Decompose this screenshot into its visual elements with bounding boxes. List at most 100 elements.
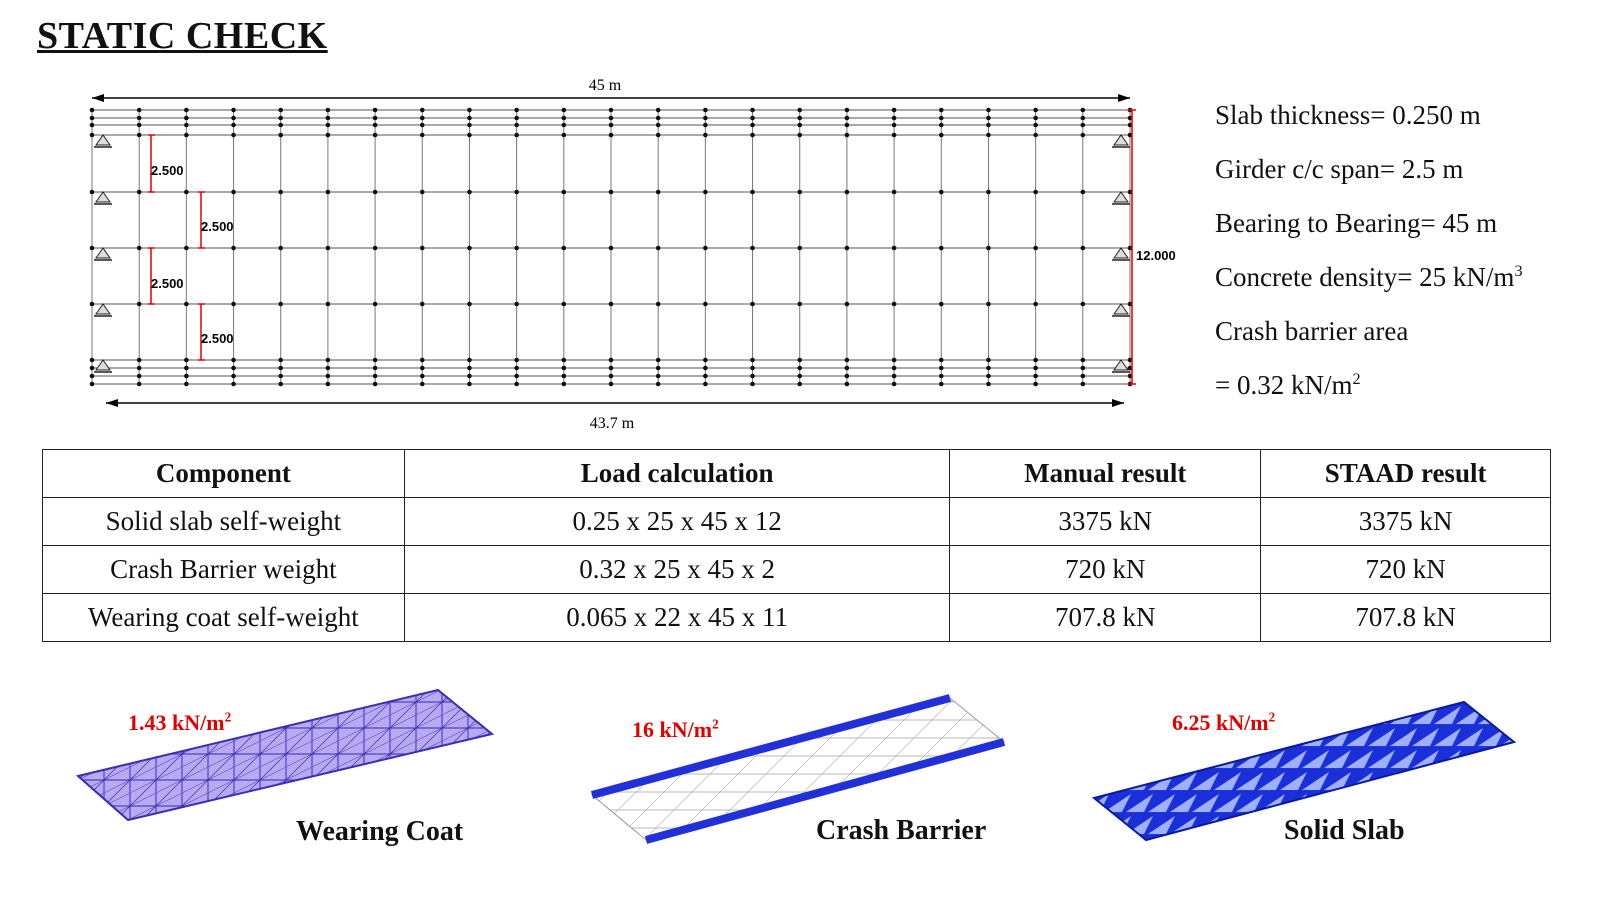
grid-node (986, 245, 991, 251)
grid-node (89, 365, 95, 371)
grid-node (703, 107, 708, 113)
grid-node (561, 132, 567, 138)
grid-node (608, 115, 614, 121)
grid-node (419, 365, 425, 371)
cell-component: Wearing coat self-weight (42, 593, 405, 642)
crash-barrier-value-sup: 2 (1352, 370, 1361, 388)
grid-node (655, 107, 661, 113)
plan-grid (89, 107, 1133, 387)
grid-node (514, 301, 519, 307)
grid-node (938, 365, 944, 371)
grid-node (184, 365, 189, 371)
grid-node (231, 381, 236, 387)
grid-node (891, 373, 897, 379)
grid-node (372, 245, 378, 251)
grid-node (1033, 115, 1038, 121)
grid-node (561, 373, 567, 379)
grid-node (938, 357, 944, 363)
grid-node (1127, 115, 1133, 121)
grid-node (797, 122, 803, 128)
grid-node (750, 365, 755, 371)
grid-node (419, 132, 425, 138)
grid-node (797, 373, 803, 379)
grid-node (561, 122, 567, 128)
table-row: Wearing coat self-weight 0.065 x 22 x 45… (42, 593, 1551, 642)
spacing-dimensions (148, 109, 1136, 385)
grid-node (1127, 122, 1133, 128)
grid-node (184, 373, 189, 379)
grid-node (561, 357, 567, 363)
grid-node (608, 301, 614, 307)
grid-node (655, 115, 661, 121)
param-slab-thickness: Slab thickness= 0.250 m (1215, 100, 1481, 130)
crash-barrier-label: Crash Barrier (816, 815, 987, 846)
grid-node (372, 115, 378, 121)
grid-node (608, 245, 614, 251)
solid-slab-load: 6.25 kN/m2 (1172, 710, 1275, 736)
grid-node (231, 115, 236, 121)
bearing-support-icon (95, 191, 111, 203)
grid-node (891, 115, 897, 121)
grid-node (561, 189, 567, 195)
param-bearing: Bearing to Bearing= 45 m (1215, 208, 1498, 238)
grid-node (419, 357, 425, 363)
grid-node (844, 115, 850, 121)
grid-node (136, 373, 142, 379)
bearing-support-icon (1113, 191, 1129, 203)
grid-node (419, 107, 425, 113)
grid-node (136, 301, 142, 307)
grid-node (1033, 381, 1038, 387)
grid-node (1080, 357, 1086, 363)
grid-node (891, 381, 897, 387)
bearing-support-icon (1113, 247, 1129, 259)
concrete-density-sup: 3 (1514, 262, 1523, 280)
grid-node (891, 357, 897, 363)
grid-node (514, 381, 519, 387)
grid-node (986, 373, 991, 379)
grid-node (844, 365, 850, 371)
grid-node (1127, 301, 1133, 307)
grid-node (1080, 189, 1086, 195)
bearing-support-icon (95, 247, 111, 259)
grid-node (372, 107, 378, 113)
solid-slab-label: Solid Slab (1284, 815, 1405, 846)
grid-node (278, 245, 284, 251)
grid-node (891, 365, 897, 371)
grid-node (1080, 365, 1086, 371)
grid-node (136, 365, 142, 371)
grid-node (419, 122, 425, 128)
bridge-plan-drawing: 45 m 43.7 m 2.500 2.500 2.500 2.500 12.0… (89, 77, 1176, 432)
solid-slab-load-sup: 2 (1268, 709, 1276, 725)
grid-node (1033, 189, 1038, 195)
grid-node (89, 189, 95, 195)
grid-node (89, 132, 95, 138)
grid-node (703, 122, 708, 128)
table-row: Solid slab self-weight 0.25 x 25 x 45 x … (42, 497, 1551, 546)
grid-node (561, 301, 567, 307)
grid-node (938, 373, 944, 379)
grid-node (231, 357, 236, 363)
grid-node (561, 365, 567, 371)
cell-staad-result: 3375 kN (1260, 497, 1551, 546)
grid-node (467, 373, 472, 379)
grid-node (184, 115, 189, 121)
grid-node (467, 365, 472, 371)
grid-node (703, 357, 708, 363)
grid-node (278, 365, 284, 371)
grid-node (372, 373, 378, 379)
grid-node (325, 381, 331, 387)
grid-node (750, 189, 755, 195)
cell-staad-result: 720 kN (1260, 545, 1551, 594)
grid-node (1033, 301, 1038, 307)
width-label: 12.000 (1136, 248, 1176, 263)
grid-node (136, 132, 142, 138)
crash-barrier-load-text: 16 kN/m (632, 717, 713, 742)
grid-node (844, 357, 850, 363)
grid-node (184, 189, 189, 195)
length-dimension (92, 94, 1130, 102)
grid-node (467, 357, 472, 363)
grid-node (136, 107, 142, 113)
grid-node (1033, 357, 1038, 363)
grid-node (844, 301, 850, 307)
grid-node (750, 132, 755, 138)
